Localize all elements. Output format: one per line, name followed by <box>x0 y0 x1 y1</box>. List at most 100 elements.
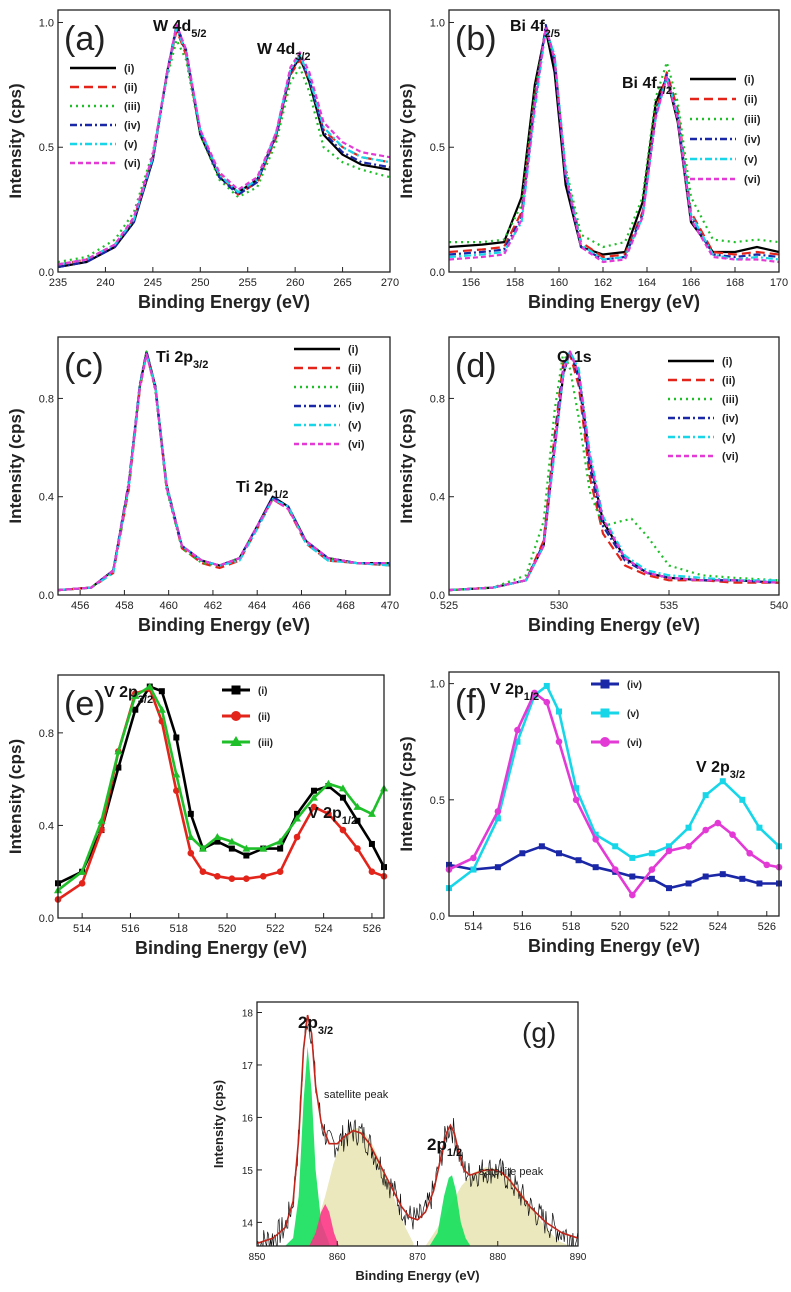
peak-label: Bi 4f7/2 <box>622 75 672 97</box>
peak-label: W 4d3/2 <box>257 41 311 63</box>
x-tick-label: 870 <box>409 1252 426 1263</box>
legend-label: (iii) <box>258 738 273 749</box>
data-point-iv <box>592 864 599 871</box>
data-point-v <box>573 785 580 792</box>
legend-label: (v) <box>124 139 138 151</box>
peak-label-text: V 2p <box>104 684 138 701</box>
data-point-ii <box>228 875 236 882</box>
data-point-iv <box>719 871 726 878</box>
y-tick-label: 15 <box>242 1166 254 1177</box>
x-tick-label: 520 <box>611 921 629 933</box>
peak-label-subscript: 3/2 <box>295 51 310 63</box>
x-tick-label: 535 <box>660 600 678 612</box>
data-point-iv <box>702 873 709 880</box>
data-point-i <box>243 852 250 859</box>
data-point-ii <box>293 833 301 841</box>
data-point-i <box>173 734 180 741</box>
data-point-vi <box>592 836 599 843</box>
y-tick-label: 16 <box>242 1113 254 1124</box>
data-point-vi <box>746 849 753 857</box>
legend-marker <box>231 685 241 695</box>
x-tick-label: 245 <box>144 277 162 289</box>
series-line-ii <box>449 353 779 592</box>
panel-label: (e) <box>64 685 106 723</box>
legend-label: (iii) <box>744 114 761 126</box>
series-line-vi <box>58 23 390 266</box>
data-point-v <box>556 708 562 715</box>
legend-label: (i) <box>348 344 359 356</box>
series-line-iv <box>449 23 779 261</box>
series-line-iv <box>58 23 390 269</box>
data-point-vi <box>648 866 656 873</box>
legend-label: (i) <box>124 63 135 75</box>
legend-label: (iii) <box>124 101 141 113</box>
data-point-ii <box>310 803 318 811</box>
data-point-v <box>685 824 692 831</box>
x-tick-label: 162 <box>594 277 612 289</box>
x-tick-label: 462 <box>204 600 222 612</box>
panel-g: 850 860 870 880 890 14 15 16 17 18 Binding Energy … <box>211 1001 587 1283</box>
x-tick-label: 880 <box>489 1252 506 1263</box>
x-tick-label: 466 <box>292 600 310 612</box>
series-line-iii <box>58 685 384 892</box>
peak-label-subscript: 3/2 <box>193 359 208 371</box>
data-point-iii <box>227 837 236 845</box>
data-point-iii <box>276 837 285 845</box>
x-tick-label: 255 <box>239 277 257 289</box>
data-point-iii <box>172 770 181 778</box>
x-tick-label: 458 <box>115 600 133 612</box>
legend-label: (v) <box>744 154 758 166</box>
series-line-iv <box>449 845 779 890</box>
data-point-vi <box>665 847 673 855</box>
legend-label: (i) <box>258 686 267 697</box>
legend-label: (ii) <box>124 82 138 94</box>
y-tick-label: 14 <box>242 1218 254 1229</box>
x-tick-label: 850 <box>249 1252 266 1263</box>
legend-marker <box>600 679 610 689</box>
data-point-ii <box>173 787 180 795</box>
data-point-i <box>354 817 361 824</box>
data-point-iv <box>739 875 746 882</box>
data-point-iii <box>157 705 166 713</box>
peak-label-text: O 1s <box>557 349 592 366</box>
peak-label: Bi 4f2/5 <box>510 18 560 40</box>
series-line-ii <box>58 28 390 266</box>
data-point-vi <box>763 861 771 869</box>
data-point-iv <box>519 850 526 857</box>
legend-label: (i) <box>744 74 755 86</box>
series-line-v <box>449 28 779 261</box>
satellite-peak-label: satellite peak <box>324 1089 389 1101</box>
data-point-iv <box>666 885 672 892</box>
series-line-ii <box>58 353 390 592</box>
plot-frame <box>448 336 780 596</box>
data-point-iv <box>685 880 692 887</box>
peak-label-text: Bi 4f <box>510 18 545 35</box>
data-point-vi <box>470 854 477 862</box>
peak-label: Ti 2p3/2 <box>156 349 208 371</box>
legend-label: (ii) <box>348 363 362 375</box>
x-tick-label: 464 <box>248 600 266 612</box>
data-point-iii <box>186 833 195 840</box>
x-tick-label: 158 <box>506 277 524 289</box>
component-2p1-2-area <box>429 1175 471 1246</box>
peak-label: W 4d5/2 <box>153 18 207 40</box>
peak-label-subscript: 3/2 <box>138 694 153 706</box>
data-point-ii <box>354 845 361 852</box>
legend-label: (iii) <box>722 394 739 406</box>
series-line-iii <box>58 350 390 592</box>
legend-label: (vi) <box>744 174 761 186</box>
y-tick-label: 0.8 <box>430 393 445 405</box>
y-axis-label: Intensity (cps) <box>211 1080 226 1168</box>
y-tick-label: 0.8 <box>39 728 54 740</box>
x-tick-label: 265 <box>333 277 351 289</box>
series-line-i <box>449 350 779 592</box>
peak-label-subscript: 3/2 <box>730 769 745 781</box>
panel-c: 456 458 460 462 464 466 468 470 0.0 0.4 0.8 Binding… <box>6 336 399 635</box>
legend-label: (iv) <box>348 401 365 413</box>
data-point-i <box>339 794 346 801</box>
data-point-v <box>739 796 746 803</box>
y-tick-label: 0.8 <box>39 393 54 405</box>
y-axis-label: Intensity (cps) <box>6 83 25 198</box>
peak-label-subscript: 1/2 <box>342 815 357 827</box>
data-point-iv <box>494 864 501 871</box>
